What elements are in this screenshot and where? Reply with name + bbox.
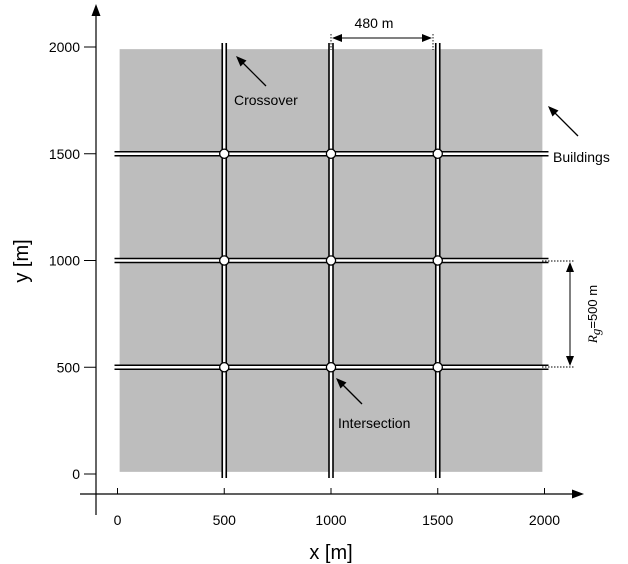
building-block-2 (226, 369, 329, 472)
intersection-node-500-1500 (218, 148, 230, 159)
y-tick-label-500: 500 (57, 359, 81, 375)
y-tick-label-1500: 1500 (49, 146, 80, 162)
building-block-11 (333, 155, 436, 259)
building-block-7 (333, 262, 436, 366)
crossover-annotation: Crossover (234, 56, 298, 108)
intersection-node-1500-1500 (432, 148, 443, 159)
y-tick-label-1000: 1000 (49, 253, 80, 269)
x-ticks: 0 500 1000 1500 2000 (114, 488, 560, 528)
y-axis-arrowhead (91, 4, 101, 16)
y-axis-title: y [m] (11, 239, 33, 282)
y-ticks: 0 500 1000 1500 2000 (49, 39, 96, 482)
building-block-6 (226, 262, 329, 366)
building-block-3 (333, 369, 436, 472)
x-tick-label-500: 500 (213, 512, 237, 528)
intersection-node-1000-1500 (325, 148, 337, 159)
intersection-annotation: Intersection (336, 378, 410, 431)
y-tick-label-0: 0 (72, 466, 80, 482)
x-tick-label-1500: 1500 (422, 512, 453, 528)
building-width-label: 480 m (355, 15, 394, 31)
x-axis-arrowhead (572, 489, 584, 499)
y-tick-label-2000: 2000 (49, 39, 80, 55)
building-block-5 (119, 262, 223, 366)
x-tick-label-0: 0 (114, 512, 122, 528)
buildings-layer (119, 49, 543, 472)
building-block-8 (439, 262, 543, 366)
building-block-9 (119, 155, 223, 259)
building-block-16 (439, 49, 543, 152)
intersections-layer (218, 148, 443, 373)
crossover-label: Crossover (234, 92, 298, 108)
building-block-1 (119, 369, 223, 472)
intersection-node-1000-1000 (325, 255, 337, 266)
intersection-node-500-1000 (218, 255, 230, 266)
building-block-14 (226, 49, 329, 152)
building-width-dimension: 480 m (330, 15, 434, 50)
axes (80, 4, 584, 515)
building-block-4 (439, 369, 543, 472)
building-block-13 (119, 49, 223, 152)
intersection-node-1500-500 (432, 361, 443, 373)
buildings-label: Buildings (553, 149, 610, 165)
intersection-label: Intersection (338, 415, 410, 431)
buildings-annotation: Buildings (548, 106, 610, 165)
grid-spacing-dimension: Rg=500 m (542, 260, 603, 368)
intersection-node-1000-500 (325, 361, 337, 373)
intersection-node-500-500 (218, 361, 230, 373)
x-axis-title: x [m] (309, 542, 352, 564)
building-block-15 (333, 49, 436, 152)
intersection-node-1500-1000 (432, 255, 443, 266)
building-block-10 (226, 155, 329, 259)
building-block-12 (439, 155, 543, 259)
x-tick-label-1000: 1000 (315, 512, 346, 528)
grid-spacing-label: Rg=500 m (585, 285, 603, 344)
x-tick-label-2000: 2000 (529, 512, 560, 528)
